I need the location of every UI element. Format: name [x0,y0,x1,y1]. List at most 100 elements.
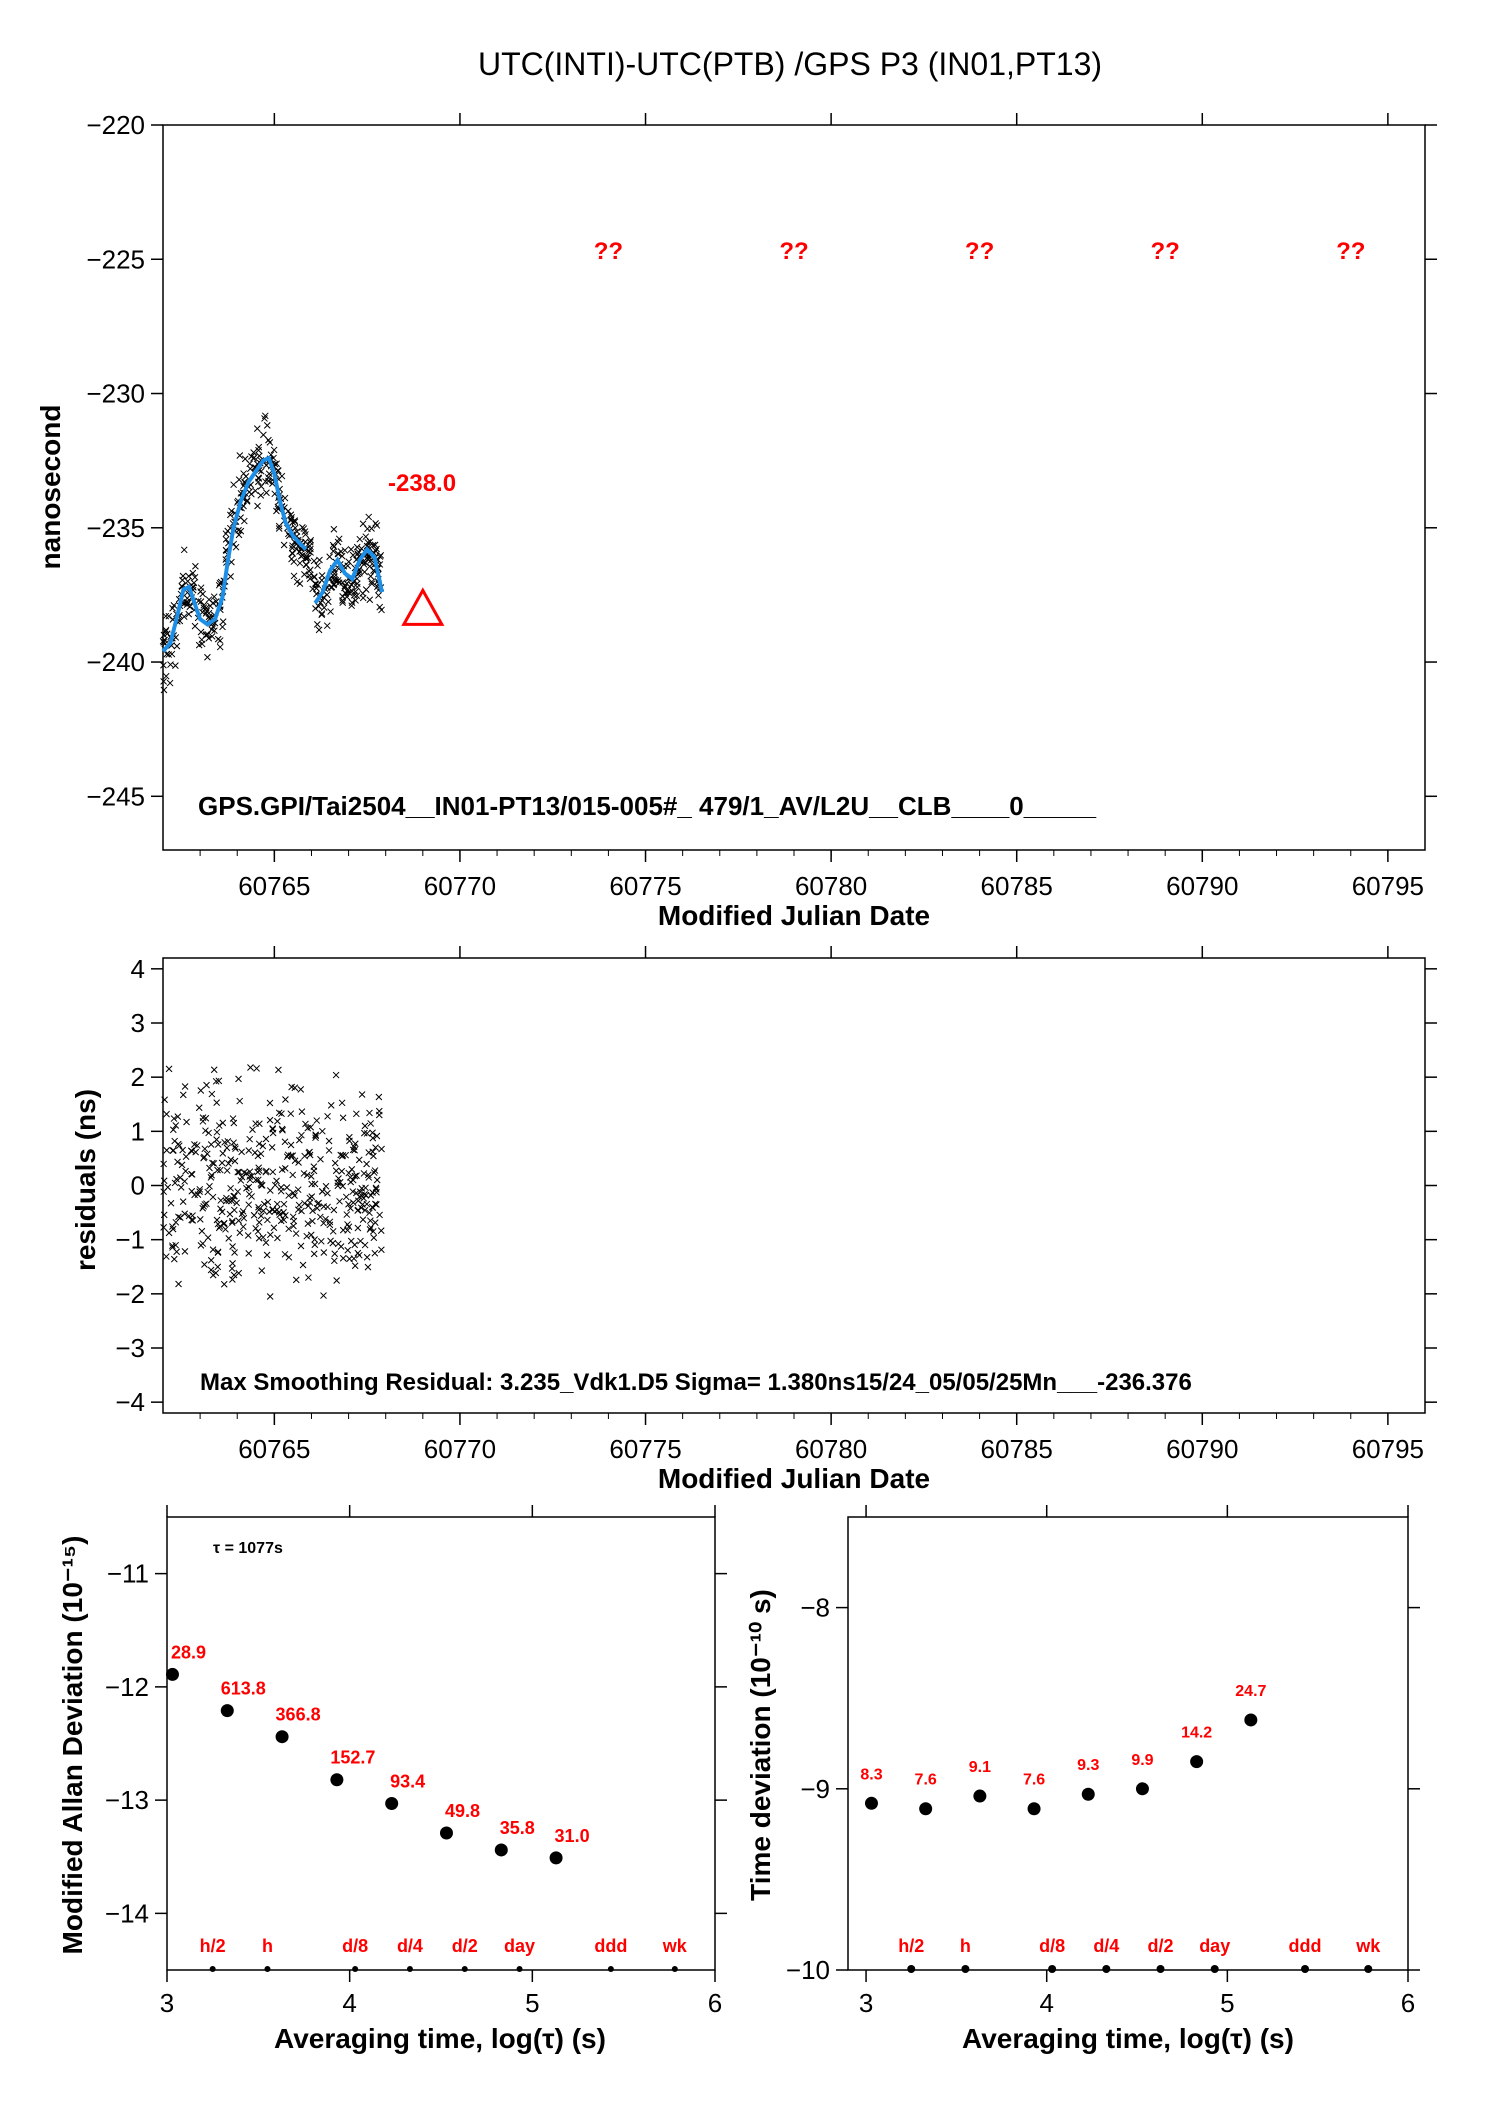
residual-point [257,1150,265,1158]
data-point [260,431,267,439]
data-point [275,522,283,530]
data-point [291,518,299,526]
residual-point [319,1188,326,1195]
residual-point [378,1246,385,1254]
y-tick-label: −13 [105,1785,149,1815]
residual-point [301,1152,309,1160]
data-point [257,492,265,499]
data-point [360,560,368,568]
residual-point [354,1224,362,1232]
data-point [318,611,326,619]
residual-point [344,1221,351,1228]
data-point [288,549,296,557]
residual-point [255,1219,263,1226]
residual-point [274,1117,281,1125]
residual-point [212,1269,220,1277]
tdev-marker-dot [961,1965,970,1973]
residual-point [375,1111,383,1119]
residual-point [330,1206,338,1214]
residual-point [203,1081,210,1089]
residual-point [236,1229,244,1237]
residual-point [262,1168,270,1176]
residual-point [327,1102,335,1109]
residual-point [172,1122,180,1129]
residual-point [266,1099,274,1107]
residual-point [367,1217,374,1225]
residual-point [182,1153,190,1160]
residual-point [370,1152,377,1160]
data-point [263,422,271,429]
residual-point [246,1176,254,1184]
data-point [198,640,206,648]
residual-point [297,1242,305,1250]
residual-point [291,1192,298,1199]
residual-point [210,1066,218,1074]
data-point [280,541,288,549]
residual-point [285,1225,293,1233]
residual-point [209,1159,216,1167]
residual-point [346,1137,353,1145]
residual-point [220,1280,228,1288]
residual-point [354,1249,362,1257]
data-point [227,573,234,580]
data-point [162,626,170,634]
residual-point [203,1150,211,1158]
residual-point [228,1219,236,1226]
residual-point [218,1208,226,1216]
residual-point [215,1122,223,1129]
residual-point [375,1093,383,1101]
residual-point [214,1141,222,1148]
residual-point [354,1207,362,1214]
top-y-axis-label: nanosecond [35,405,66,570]
adev-point-label: 28.9 [171,1642,206,1662]
adev-marker-label: day [504,1936,535,1956]
data-point [179,572,187,580]
data-point [349,551,357,559]
residual-point [303,1171,311,1179]
residual-point [179,1146,186,1154]
adev-y-axis-label: Modified Allan Deviation (10⁻¹⁵) [57,1536,88,1955]
residual-point [353,1172,360,1179]
question-mark: ?? [1336,238,1365,265]
residual-point [359,1216,367,1223]
residual-point [219,1119,227,1127]
residual-point [170,1255,178,1263]
residual-point [362,1191,370,1199]
data-point [347,546,355,553]
residual-point [337,1243,345,1250]
residual-point [352,1110,360,1118]
data-point [376,603,384,611]
data-point [375,592,382,599]
residual-point [167,1199,175,1207]
mid-plot-frame [162,957,1426,1414]
x-tick-label: 60790 [1166,871,1238,901]
residual-point [316,1213,324,1221]
residual-point [169,1244,176,1251]
residual-point [310,1250,318,1258]
residual-point [266,1293,274,1300]
residual-point [318,1127,326,1135]
residual-point [367,1120,375,1127]
residual-point [206,1182,213,1190]
residual-point [371,1249,379,1257]
x-tick-label: 60785 [981,871,1053,901]
data-point [192,562,199,570]
data-point [312,605,319,612]
tdev-point [1081,1787,1095,1801]
tdev-point [864,1796,878,1810]
data-point [209,623,217,631]
data-point [361,568,368,576]
residual-point [360,1129,368,1137]
residual-point [369,1129,376,1137]
top-plot-frame [162,124,1426,851]
residual-point [212,1077,220,1085]
residual-point [236,1097,244,1105]
adev-points: 28.9 613.8 366.8 152.7 93.4 49.8 35.8 31.0 [165,1642,590,1865]
residual-point [245,1249,253,1257]
residual-point [358,1091,366,1098]
data-point [197,584,205,592]
residual-point [370,1169,378,1176]
residual-point [275,1109,283,1117]
residual-point [196,1185,204,1193]
residual-point [289,1171,297,1179]
